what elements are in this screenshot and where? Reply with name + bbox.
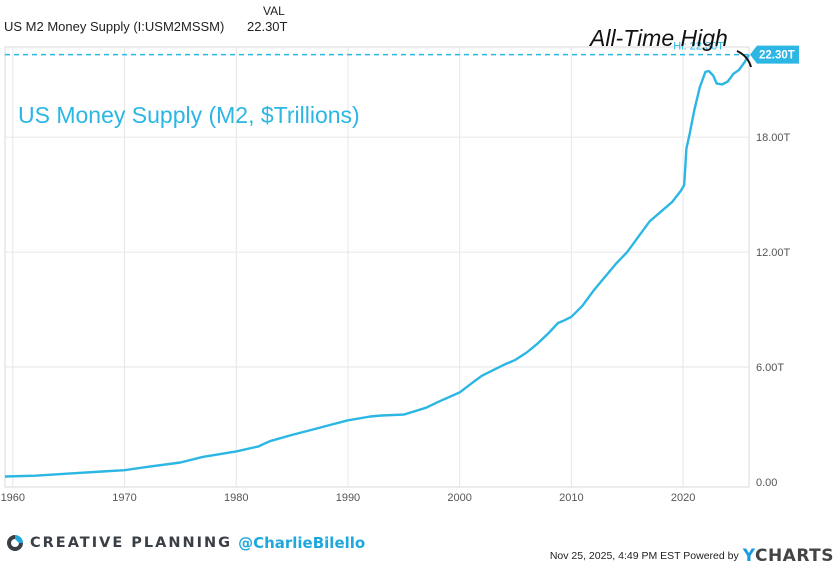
x-tick-label: 2010 [559, 492, 583, 504]
last-value-badge: 22.30T [750, 45, 799, 64]
val-header: VAL [263, 4, 285, 18]
x-tick-label: 1990 [336, 492, 360, 504]
x-tick-label: 1960 [1, 492, 25, 504]
all-time-high-annotation: All-Time High [588, 25, 728, 51]
x-tick-label: 2020 [671, 492, 695, 504]
brand-name: CREATIVE PLANNING [30, 535, 233, 551]
y-tick-label: 6.00T [756, 362, 784, 374]
chart-title: US Money Supply (M2, $Trillions) [18, 102, 360, 128]
val-value: 22.30T [247, 19, 288, 34]
hi-label: Hi: 22.30T [673, 41, 724, 53]
series-line-m2 [4, 54, 751, 478]
creative-planning-logo-icon [7, 535, 23, 551]
y-tick-label: 0.00 [756, 477, 777, 489]
x-tick-label: 1970 [112, 492, 136, 504]
y-tick-label: 18.00T [756, 132, 791, 144]
ycharts-logo[interactable]: YCHARTS [742, 546, 834, 566]
timestamp: Nov 25, 2025, 4:49 PM EST Powered by [549, 550, 739, 562]
annotation-arrow [736, 50, 752, 68]
y-tick-label: 12.00T [756, 247, 791, 259]
x-tick-label: 1980 [224, 492, 248, 504]
author-handle[interactable]: @CharlieBilello [238, 534, 366, 552]
grid-lines [5, 47, 749, 487]
last-value-label: 22.30T [759, 50, 795, 62]
y-axis-ticks: 0.00 6.00T 12.00T 18.00T [756, 132, 791, 489]
footer-source: Nov 25, 2025, 4:49 PM EST Powered by YCH… [550, 546, 834, 566]
plot-frame [4, 46, 750, 488]
x-axis-ticks: 1960 1970 1980 1990 2000 2010 2020 [1, 492, 696, 504]
series-label: US M2 Money Supply (I:USM2MSSM) [4, 19, 224, 34]
footer-brand: CREATIVE PLANNING @CharlieBilello [6, 534, 365, 552]
x-tick-label: 2000 [447, 492, 471, 504]
